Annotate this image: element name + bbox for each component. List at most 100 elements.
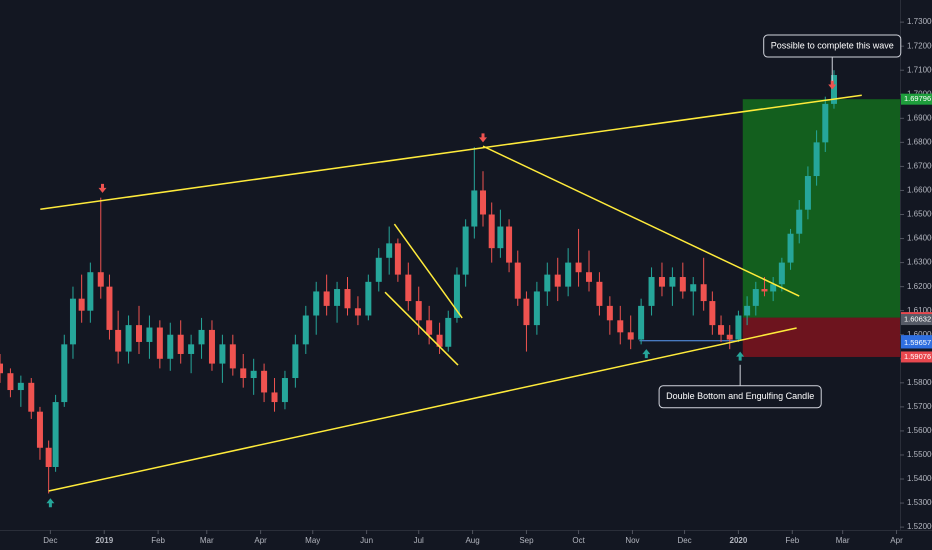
candle-body [787,233,794,263]
candle-body [436,334,443,347]
price-tag-label: 1.69796 [904,94,931,103]
callout: Possible to complete this wave [763,34,902,82]
candle-body [596,281,603,306]
candle-body [167,334,174,359]
candle-body [770,284,777,292]
candle-body [426,320,433,335]
x-tick-label: Jul [414,536,424,545]
trendline [48,327,797,492]
candle-body [718,325,725,335]
candle-body [778,262,785,285]
candle-body [177,334,184,354]
candle-body [229,344,236,369]
price-tag-label: 1.60632 [904,315,931,324]
y-tick-label: 1.56000 [907,426,932,435]
candle-body [198,329,205,345]
candle-body [36,411,43,448]
candle-body [523,298,530,326]
y-tick-label: 1.53000 [907,498,932,507]
candle-body [726,334,733,340]
candle-body [497,226,504,249]
candle-body [106,286,113,330]
candle-body [125,325,132,352]
y-tick-label: 1.60000 [907,330,932,339]
candle-body [669,277,676,287]
candle-body [813,142,820,177]
candle-body [69,298,76,345]
candle-body [405,274,412,302]
y-tick-label: 1.64000 [907,234,932,243]
y-tick-label: 1.73000 [907,17,932,26]
candle-body [135,325,142,342]
candle-body [565,262,572,287]
y-tick-label: 1.61000 [907,306,932,315]
candle-body [415,301,422,321]
x-tick-label: Mar [836,536,850,545]
candle-body [761,289,768,292]
candle-body [744,305,751,316]
candle-body [627,332,634,340]
signal-arrow [46,498,55,508]
x-tick-label: Feb [785,536,799,545]
candle-body [648,277,655,306]
price-tag [901,337,932,349]
candle-body [271,392,278,403]
candle-body [554,274,561,287]
candle-body [394,243,401,275]
candle-body [679,277,686,292]
y-tick-label: 1.54000 [907,474,932,483]
candle-body [606,305,613,321]
y-tick-label: 1.69000 [907,113,932,122]
candle-body [445,317,452,347]
price-tag [901,93,932,105]
x-tick-label: Dec [43,536,57,545]
trendline [482,145,800,297]
trendline [393,223,463,319]
candle-body [0,363,3,374]
x-tick-label: 2019 [95,536,113,545]
candle-body [323,291,330,306]
signal-arrow [98,183,107,193]
candle-body [690,284,697,292]
candle-body [334,289,341,306]
candle-body [219,344,226,364]
candle-body [240,368,247,379]
candle-body [313,291,320,316]
price-tag [901,314,932,326]
signal-arrow [642,349,651,359]
candle-body [52,402,59,467]
candle-body [386,243,393,258]
candle-body [344,289,351,309]
y-tick-label: 1.58000 [907,378,932,387]
candle-body [292,344,299,379]
price-tag-label: 1.59076 [904,352,931,361]
candle-body [156,327,163,359]
y-tick-label: 1.66000 [907,186,932,195]
y-tick-label: 1.52000 [907,522,932,531]
signal-arrow [736,351,745,361]
candle-body [735,315,742,340]
candle-body [544,274,551,292]
candle-body [45,447,52,467]
y-tick-label: 1.63000 [907,258,932,267]
candle-body [146,327,153,342]
candle-body [488,214,495,249]
candle-body [658,277,665,287]
y-tick-label: 1.72000 [907,41,932,50]
candle-body [115,329,122,352]
x-tick-label: Apr [254,536,267,545]
x-tick-label: Dec [677,536,691,545]
candle-body [7,373,14,391]
candle-body [302,315,309,345]
callout: Double Bottom and Engulfing Candle [658,364,822,409]
x-tick-label: Oct [572,536,585,545]
candle-body [261,370,268,393]
loss-zone [742,317,900,357]
candle-body [617,320,624,333]
y-tick-label: 1.71000 [907,65,932,74]
x-tick-label: Jun [360,536,373,545]
x-tick-label: Feb [151,536,165,545]
x-tick-label: Apr [890,536,903,545]
